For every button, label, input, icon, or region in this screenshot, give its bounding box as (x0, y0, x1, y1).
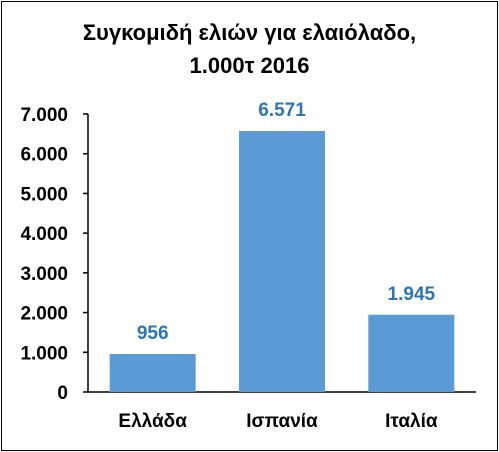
y-tick-label: 3.000 (20, 264, 68, 285)
x-tick-label: Ιταλία (385, 411, 438, 432)
y-tick-label: 2.000 (20, 304, 68, 325)
y-tick-label: 0 (57, 383, 68, 404)
bar-2 (368, 314, 455, 392)
data-label: 1.945 (388, 284, 436, 305)
chart-title: Συγκομιδή ελιών για ελαιόλαδο, 1.000τ 20… (0, 16, 499, 82)
bar-0 (109, 354, 196, 392)
data-label: 956 (137, 323, 169, 344)
x-tick-label: Ισπανία (246, 411, 318, 432)
bar-1 (239, 131, 325, 393)
y-tick-label: 7.000 (20, 105, 68, 126)
chart-title-line-2: 1.000τ 2016 (189, 53, 310, 78)
data-label: 6.571 (258, 100, 306, 121)
y-tick-label: 4.000 (20, 224, 68, 245)
x-tick-label: Ελλάδα (118, 411, 187, 432)
y-tick-label: 6.000 (20, 145, 68, 166)
y-tick-label: 1.000 (20, 343, 68, 364)
y-tick-label: 5.000 (20, 184, 68, 205)
chart-title-line-1: Συγκομιδή ελιών για ελαιόλαδο, (82, 20, 417, 45)
